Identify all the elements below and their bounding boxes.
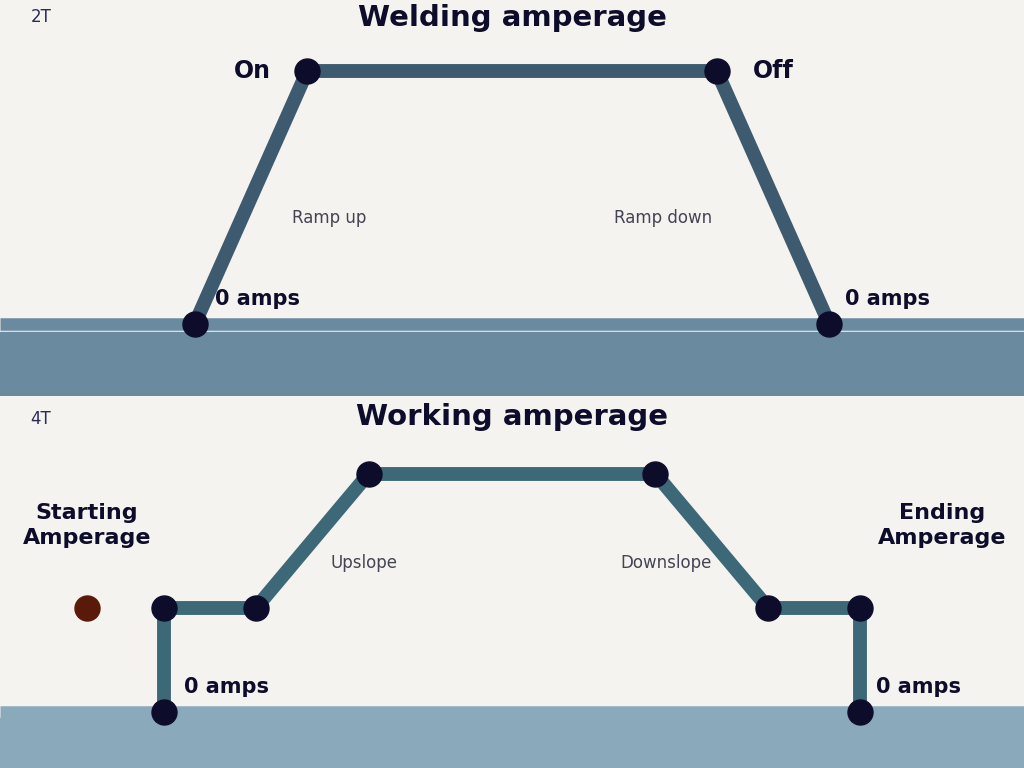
Text: Off: Off [753, 59, 794, 83]
Text: 0 amps: 0 amps [845, 289, 930, 309]
Text: Ending
Amperage: Ending Amperage [878, 504, 1007, 548]
Bar [0, 718, 1024, 768]
Text: 4T: 4T [31, 410, 51, 429]
Text: Ramp up: Ramp up [292, 209, 367, 227]
Text: Welding amperage: Welding amperage [357, 4, 667, 32]
Text: 2T: 2T [31, 8, 51, 26]
Text: Upslope: Upslope [330, 554, 397, 572]
Text: 0 amps: 0 amps [876, 677, 961, 697]
Text: Downslope: Downslope [620, 554, 712, 572]
Text: 0 amps: 0 amps [184, 677, 269, 697]
Text: 0 amps: 0 amps [215, 289, 300, 309]
Bar [0, 333, 1024, 396]
Text: On: On [234, 59, 271, 83]
Text: Starting
Amperage: Starting Amperage [23, 504, 152, 548]
Text: Ramp down: Ramp down [614, 209, 713, 227]
Text: Working amperage: Working amperage [356, 403, 668, 431]
